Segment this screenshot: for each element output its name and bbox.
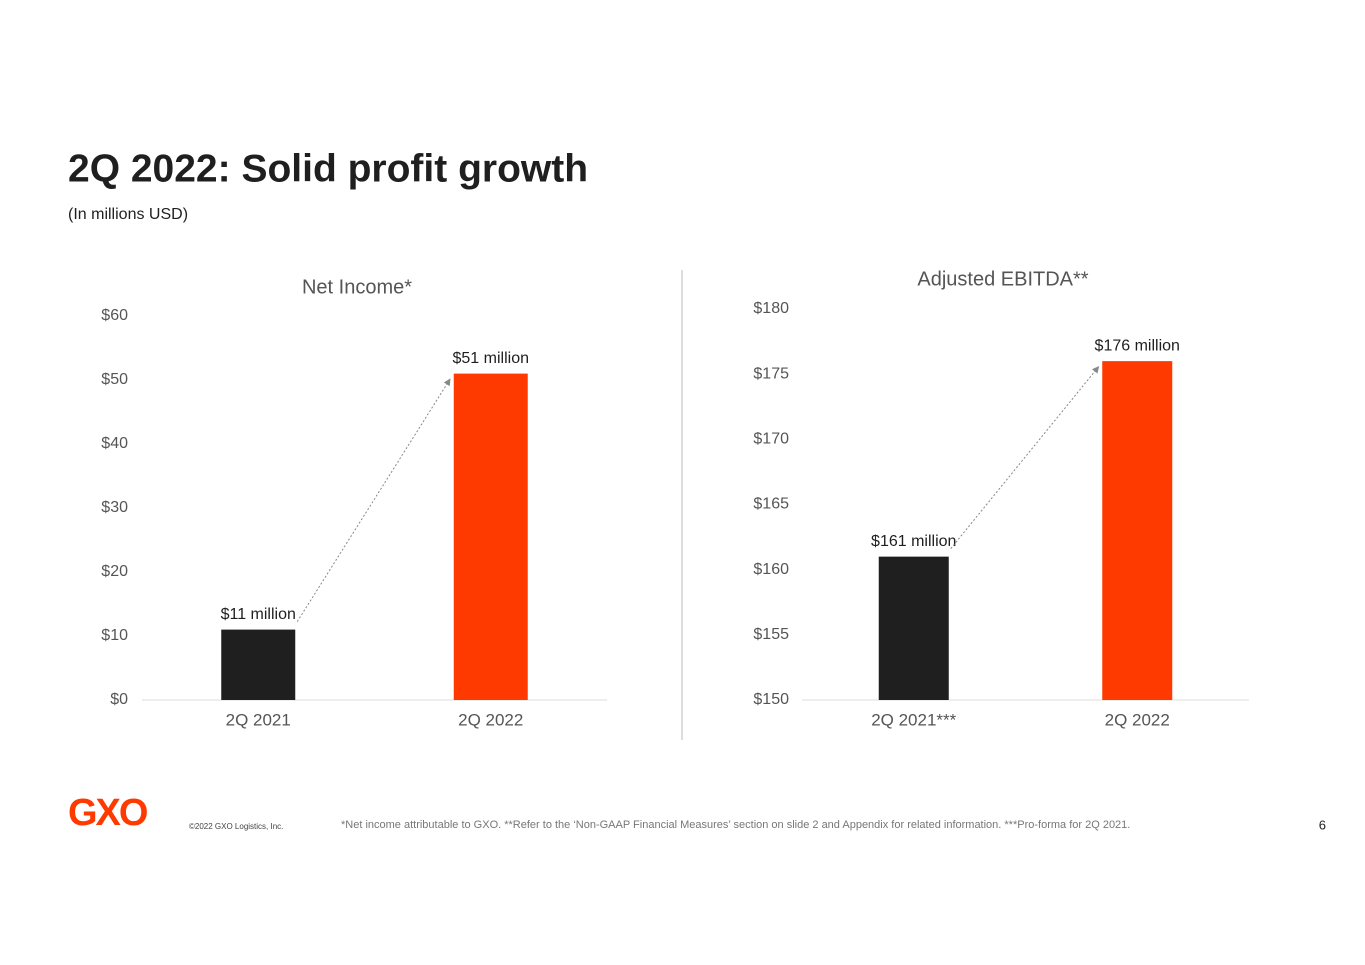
y-tick-label: $150 [753, 691, 789, 708]
chart-title: Net Income* [302, 276, 412, 298]
trend-arrow [950, 366, 1100, 549]
bar [878, 556, 949, 700]
y-tick-label: $180 [753, 300, 789, 317]
y-tick-label: $165 [753, 496, 789, 513]
y-tick-label: $175 [753, 365, 789, 382]
y-tick-label: $30 [101, 499, 128, 516]
value-label: $161 million [871, 533, 956, 550]
x-tick-label: 2Q 2021 [226, 710, 291, 729]
y-tick-label: $170 [753, 431, 789, 448]
x-tick-label: 2Q 2021*** [871, 710, 956, 729]
value-label: $176 million [1095, 337, 1180, 354]
x-tick-label: 2Q 2022 [1105, 710, 1170, 729]
y-tick-label: $20 [101, 563, 128, 580]
page-number: 6 [1319, 817, 1326, 832]
y-tick-label: $50 [101, 371, 128, 388]
y-tick-label: $0 [110, 691, 128, 708]
bar [1102, 361, 1173, 700]
subtitle: (In millions USD) [68, 206, 188, 223]
footnote: *Net income attributable to GXO. **Refer… [341, 819, 1130, 831]
y-tick-label: $60 [101, 307, 128, 324]
chart-title: Adjusted EBITDA** [917, 268, 1088, 290]
bar [221, 629, 296, 700]
x-tick-label: 2Q 2022 [458, 710, 523, 729]
logo: GXO [68, 792, 147, 834]
y-tick-label: $155 [753, 626, 789, 643]
trend-arrow [296, 378, 451, 622]
value-label: $11 million [221, 606, 296, 623]
slide-title: 2Q 2022: Solid profit growth [68, 147, 588, 190]
bar [453, 373, 528, 700]
y-tick-label: $40 [101, 435, 128, 452]
value-label: $51 million [453, 350, 529, 367]
y-tick-label: $10 [101, 627, 128, 644]
copyright: ©2022 GXO Logistics, Inc. [189, 822, 283, 831]
y-tick-label: $160 [753, 561, 789, 578]
